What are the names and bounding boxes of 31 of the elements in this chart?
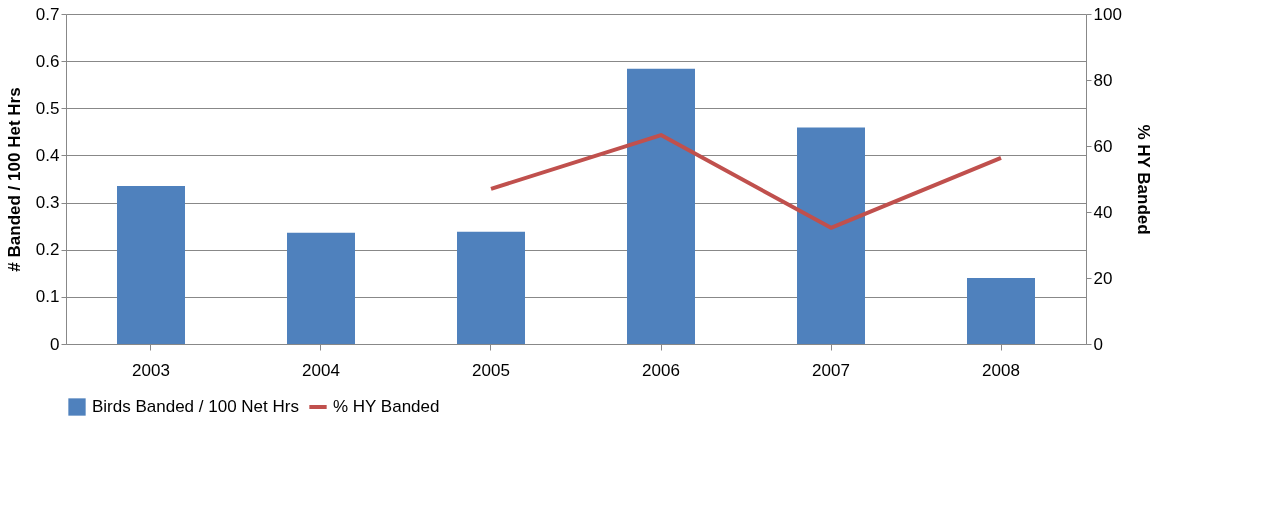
y-axis-title: # Banded / 100 Het Hrs: [4, 87, 24, 272]
bar: [627, 68, 695, 344]
bar: [967, 278, 1035, 344]
legend-label: % HY Banded: [333, 397, 440, 416]
bar: [117, 186, 185, 344]
y-tick-label: 0.4: [35, 145, 60, 165]
y-tick-label: 0.1: [35, 287, 60, 307]
y2-tick-label: 100: [1093, 4, 1122, 24]
y-tick-label: 0.5: [35, 98, 60, 118]
line-series: [489, 133, 1003, 230]
x-tick-label: 2003: [132, 360, 170, 380]
y2-tick-label: 0: [1093, 334, 1103, 354]
y2-tick-label: 80: [1093, 70, 1113, 90]
y-tick-label: 0.2: [35, 240, 60, 260]
legend-label: Birds Banded / 100 Net Hrs: [92, 397, 299, 416]
x-tick-label: 2004: [302, 360, 340, 380]
y-tick-label: 0: [50, 334, 60, 354]
x-tick-label: 2006: [642, 360, 680, 380]
y2-tick-label: 60: [1093, 136, 1113, 156]
x-tick-label: 2008: [982, 360, 1020, 380]
bar: [457, 231, 525, 344]
bar: [797, 127, 865, 344]
y2-axis-title: % HY Banded: [1133, 124, 1153, 235]
y2-tick-label: 20: [1093, 268, 1113, 288]
y-tick-label: 0.7: [35, 4, 60, 24]
y-tick-label: 0.6: [35, 51, 60, 71]
bar: [287, 232, 355, 344]
y-tick-label: 0.3: [35, 193, 60, 213]
x-tick-label: 2005: [472, 360, 510, 380]
y2-tick-label: 40: [1093, 202, 1113, 222]
x-tick-label: 2007: [812, 360, 850, 380]
